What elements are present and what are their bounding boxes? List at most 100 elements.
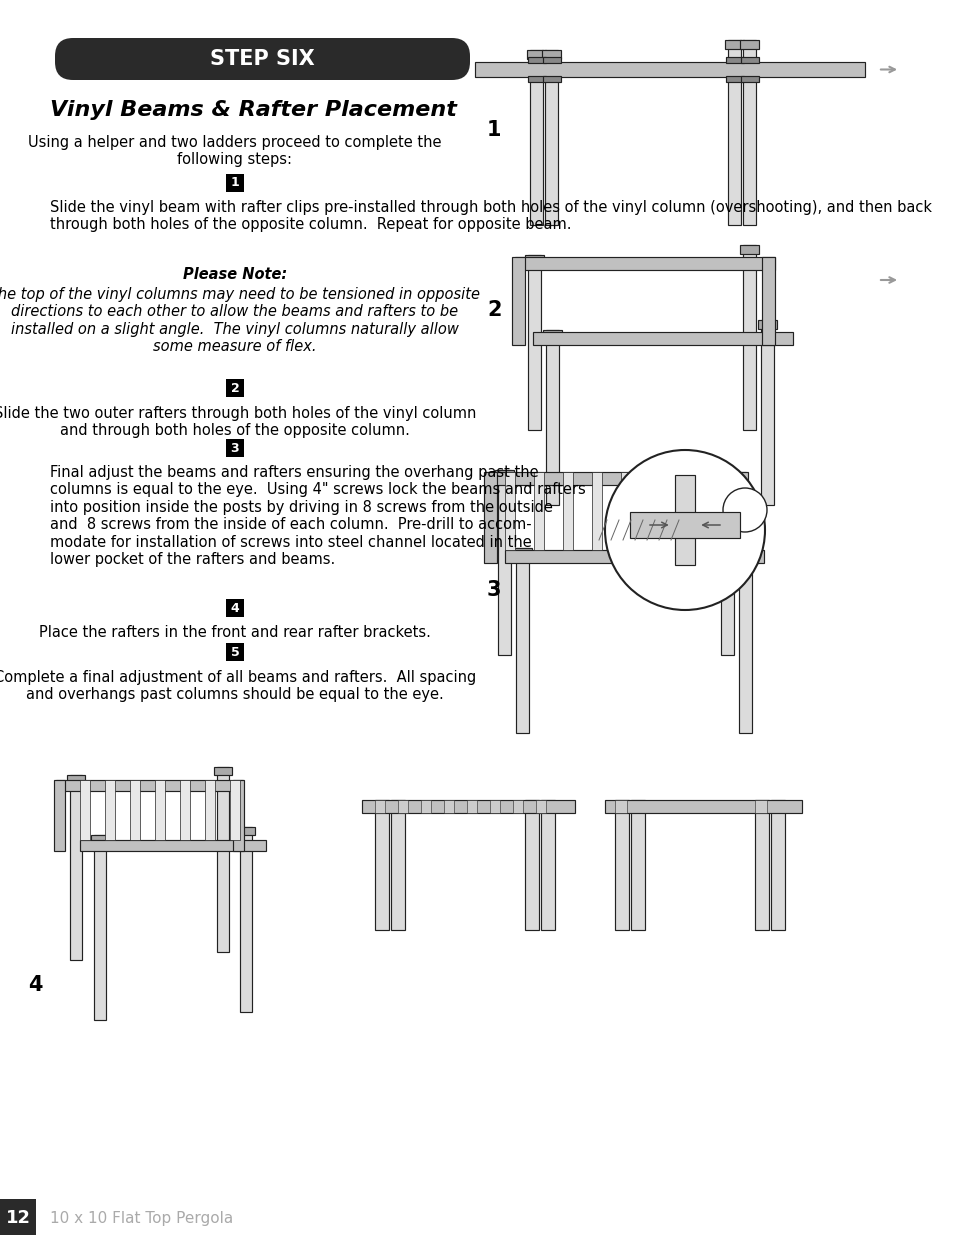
Bar (615, 800, 626, 813)
Bar (525, 254, 544, 264)
Bar (375, 800, 389, 930)
Bar (512, 257, 525, 345)
Bar (545, 49, 558, 225)
Bar (527, 57, 545, 63)
Bar (80, 781, 90, 840)
Bar (391, 800, 405, 930)
Text: Using a helper and two ladders proceed to complete the
following steps:: Using a helper and two ladders proceed t… (29, 135, 441, 168)
Bar (226, 599, 244, 618)
Text: 3: 3 (231, 441, 239, 454)
Text: Final adjust the beams and rafters ensuring the overhang past the
columns is equ: Final adjust the beams and rafters ensur… (50, 466, 585, 567)
Bar (475, 62, 864, 77)
Bar (742, 40, 756, 225)
Text: 2: 2 (486, 300, 501, 320)
Bar (707, 472, 718, 550)
Bar (130, 781, 140, 840)
Bar (739, 548, 752, 734)
Bar (504, 472, 515, 550)
Bar (615, 800, 628, 930)
Bar (649, 472, 659, 550)
Bar (740, 57, 759, 63)
Bar (236, 827, 254, 835)
Bar (754, 800, 768, 930)
Bar (226, 379, 244, 396)
Text: Vinyl Beams & Rafter Placement: Vinyl Beams & Rafter Placement (50, 100, 456, 120)
Bar (736, 548, 755, 557)
Bar (361, 800, 575, 813)
Text: STEP SIX: STEP SIX (210, 49, 314, 69)
Bar (527, 77, 545, 82)
Bar (375, 800, 385, 813)
Bar (154, 781, 165, 840)
Bar (740, 245, 759, 254)
Bar (718, 471, 737, 479)
Bar (754, 800, 766, 813)
Bar (54, 781, 66, 851)
Circle shape (722, 488, 766, 532)
Bar (542, 57, 560, 63)
Bar (735, 472, 748, 563)
Bar (233, 781, 244, 851)
Bar (205, 781, 214, 840)
Bar (728, 40, 740, 225)
Bar (226, 643, 244, 661)
Bar (484, 472, 497, 563)
Text: 3: 3 (486, 580, 501, 600)
Bar (725, 77, 743, 82)
Bar (542, 77, 560, 82)
Bar (530, 49, 543, 225)
Bar (534, 472, 543, 550)
Bar (213, 767, 232, 776)
Text: 1: 1 (486, 120, 501, 140)
Bar (527, 49, 546, 59)
Bar (740, 40, 759, 49)
Text: 4: 4 (231, 601, 239, 615)
Text: 4: 4 (28, 974, 43, 995)
Text: Slide the vinyl beam with rafter clips pre-installed through both holes of the v: Slide the vinyl beam with rafter clips p… (50, 200, 931, 232)
Bar (504, 550, 763, 563)
Text: Place the rafters in the front and rear rafter brackets.: Place the rafters in the front and rear … (39, 625, 431, 640)
Bar (758, 320, 777, 329)
Bar (105, 781, 115, 840)
Bar (562, 472, 573, 550)
Bar (516, 548, 529, 734)
Bar (528, 254, 541, 430)
Bar (490, 800, 499, 813)
Bar (760, 320, 774, 505)
Bar (620, 472, 630, 550)
Bar (513, 548, 532, 557)
Bar (536, 800, 545, 813)
Bar (240, 827, 252, 1011)
Bar (180, 781, 190, 840)
Text: Please Note:: Please Note: (183, 267, 287, 282)
Bar (486, 472, 745, 485)
Bar (67, 776, 85, 783)
Bar (94, 835, 106, 1020)
Bar (740, 77, 759, 82)
Bar (0, 1199, 36, 1235)
Bar (495, 471, 514, 479)
Text: 5: 5 (231, 646, 239, 658)
Bar (70, 776, 82, 960)
Text: 2: 2 (231, 382, 239, 394)
Bar (91, 835, 109, 844)
Bar (540, 800, 555, 930)
Bar (630, 800, 644, 930)
Bar (543, 330, 562, 338)
Bar (546, 330, 558, 505)
Bar (592, 472, 601, 550)
Bar (226, 174, 244, 191)
FancyBboxPatch shape (55, 38, 470, 80)
Bar (629, 513, 740, 538)
Bar (720, 471, 734, 655)
Bar (604, 800, 801, 813)
Bar (515, 257, 774, 270)
Bar (230, 781, 240, 840)
Bar (467, 800, 476, 813)
Bar (56, 781, 243, 790)
Bar (80, 840, 266, 851)
Text: Complete a final adjustment of all beams and rafters.  All spacing
and overhangs: Complete a final adjustment of all beams… (0, 671, 476, 703)
Bar (742, 245, 756, 430)
Bar (761, 257, 775, 345)
Bar (226, 438, 244, 457)
